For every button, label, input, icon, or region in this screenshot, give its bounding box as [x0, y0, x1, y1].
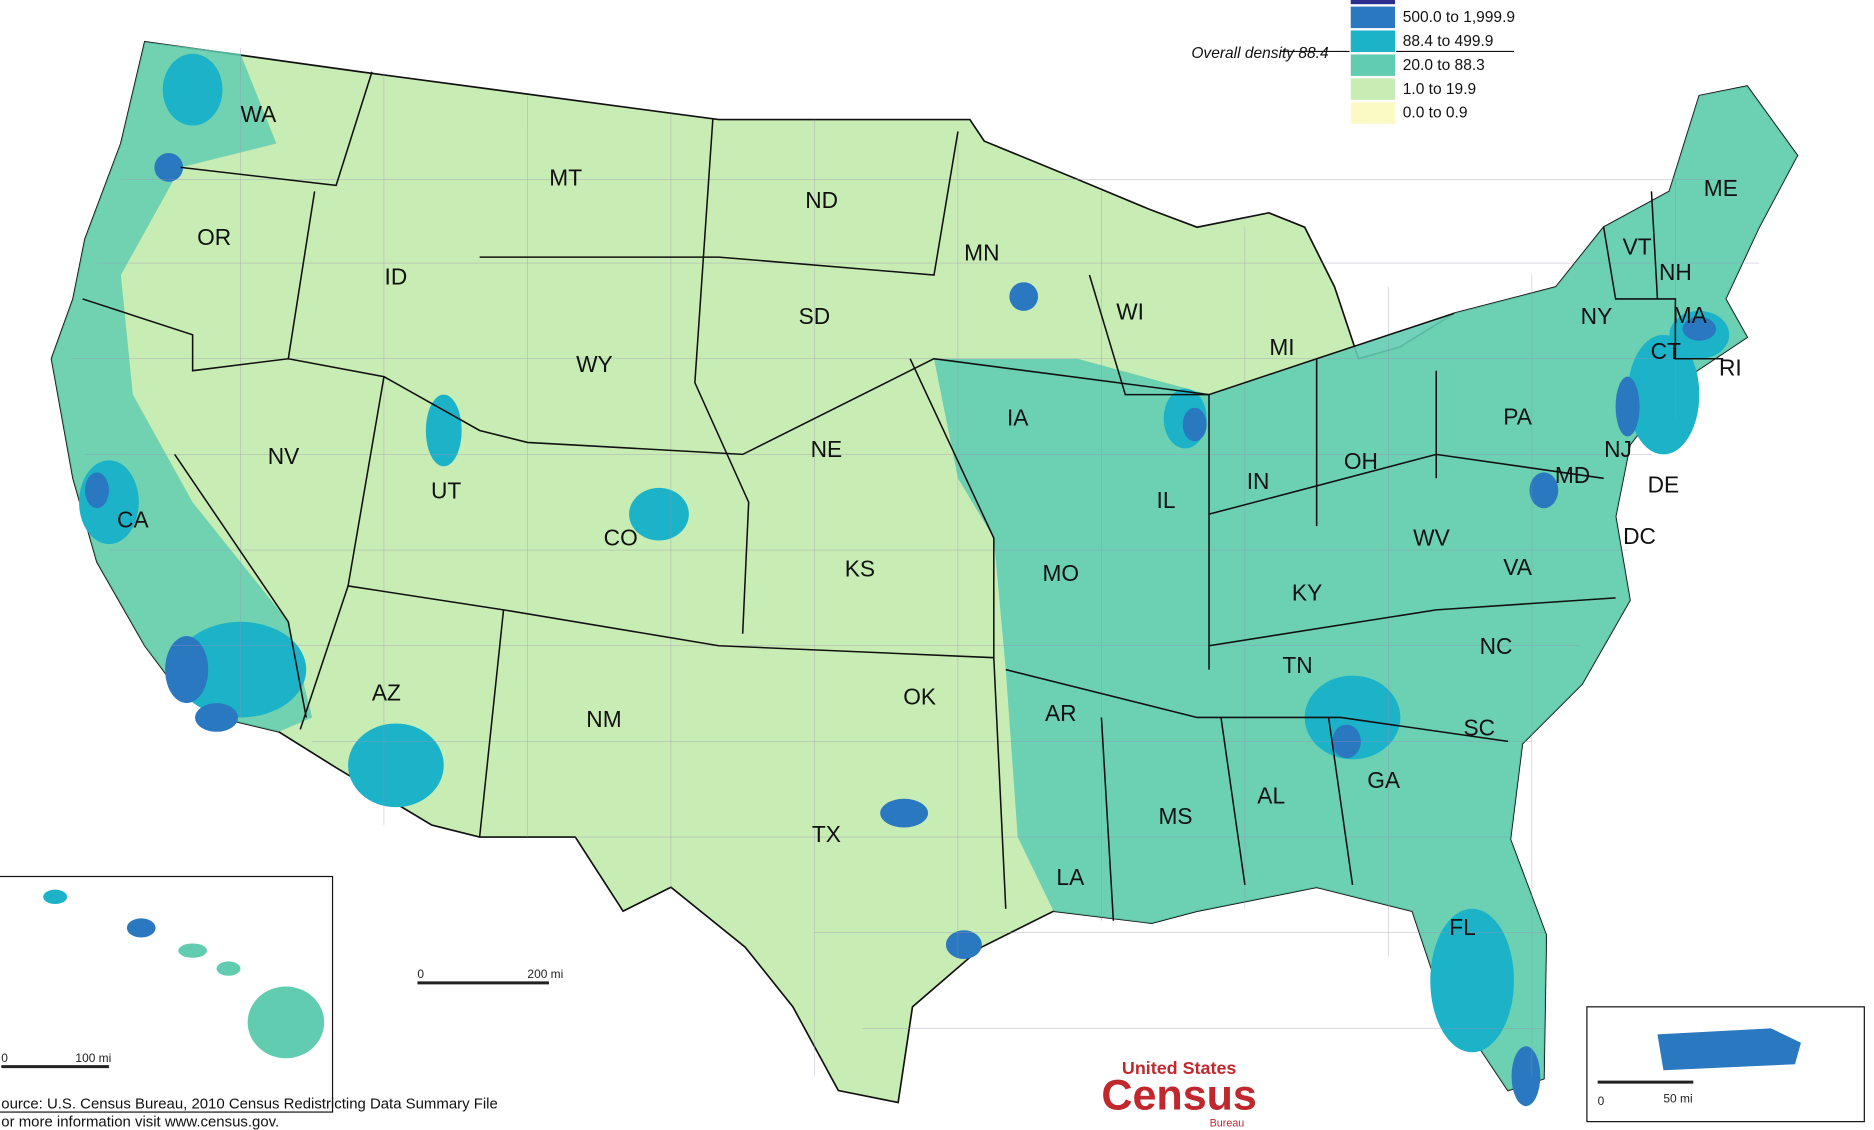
- state-label: TX: [812, 821, 841, 847]
- state-label: FL: [1449, 914, 1475, 940]
- state-label: SC: [1464, 714, 1496, 740]
- state-label: AR: [1045, 700, 1077, 726]
- state-label: AZ: [372, 680, 401, 706]
- state-label: WY: [576, 351, 613, 377]
- scale-bar: 0 200 mi: [417, 967, 563, 985]
- state-label: CO: [604, 524, 638, 550]
- state-label: PA: [1503, 404, 1532, 430]
- state-label: MN: [964, 240, 999, 266]
- western-coast: [51, 41, 313, 732]
- scale-label: 100 mi: [75, 1051, 111, 1065]
- legend-label: 500.0 to 1,999.9: [1403, 9, 1515, 26]
- state-label: OK: [903, 683, 936, 709]
- source-line: or more information visit www.census.gov…: [1, 1113, 279, 1130]
- state-label: ID: [385, 264, 408, 290]
- state-label: VA: [1503, 554, 1532, 580]
- state-label: DC: [1623, 523, 1656, 549]
- state-label: RI: [1719, 354, 1742, 380]
- very-dense-areas: [85, 153, 1717, 1107]
- puerto-rico-inset: 0 50 mi: [1586, 1006, 1865, 1123]
- source: ource: U.S. Census Bureau, 2010 Census R…: [1, 1095, 497, 1130]
- state-label: MD: [1555, 462, 1590, 488]
- state-label: WV: [1413, 524, 1450, 550]
- state-label: KY: [1292, 579, 1322, 605]
- state-labels: WA OR CA ID NV MT WY UT AZ CO NM ND SD NE KS OK TX MN IA MO…: [117, 101, 1833, 1110]
- us-map: [50, 40, 1799, 1107]
- legend-swatch: [1349, 29, 1397, 54]
- overall-density: Overall density 88.4: [1191, 45, 1329, 62]
- state-label: WI: [1116, 298, 1144, 324]
- state-label: OR: [197, 224, 231, 250]
- census-logo: United States Census Bureau: [1101, 1058, 1256, 1130]
- state-label: MT: [549, 164, 582, 190]
- state-label: NY: [1581, 303, 1613, 329]
- state-label: WA: [241, 101, 278, 127]
- scale-label: 50 mi: [1663, 1091, 1692, 1105]
- state-label: DE: [1648, 472, 1680, 498]
- state-label: KS: [845, 555, 875, 581]
- scale-label: 0: [1, 1051, 8, 1065]
- scale-label: 0: [417, 967, 424, 981]
- state-label: OH: [1344, 448, 1378, 474]
- state-label: NH: [1659, 259, 1692, 285]
- state-label: IN: [1247, 468, 1270, 494]
- state-label: NC: [1480, 633, 1513, 659]
- hawaii-inset: 0 100 mi: [0, 875, 334, 1113]
- state-label: IL: [1157, 487, 1176, 513]
- state-label: CA: [117, 506, 149, 532]
- state-label: SD: [799, 303, 831, 329]
- legend-swatch: [1349, 53, 1397, 78]
- legend-swatch-top: [1349, 0, 1397, 6]
- legend-label: 0.0 to 0.9: [1403, 105, 1468, 122]
- state-label: IA: [1007, 405, 1029, 431]
- state-label: MO: [1042, 560, 1079, 586]
- state-borders: [82, 71, 1724, 921]
- source-line: ource: U.S. Census Bureau, 2010 Census R…: [1, 1095, 497, 1112]
- dense-areas: [79, 53, 1730, 1053]
- scale-label: 0: [1598, 1094, 1605, 1108]
- state-label: ND: [805, 187, 838, 213]
- state-label: TN: [1282, 652, 1312, 678]
- state-label: NM: [586, 706, 621, 732]
- state-label: VT: [1623, 234, 1652, 260]
- legend-swatch: [1349, 101, 1397, 125]
- state-label: MA: [1673, 302, 1708, 328]
- legend-label: 1.0 to 19.9: [1403, 81, 1476, 98]
- logo-name: Census: [1101, 1072, 1256, 1120]
- legend: Overall density 88.4 500.0 to 1,999.9 88.…: [1191, 0, 1515, 125]
- state-label: NJ: [1604, 436, 1632, 462]
- state-label: AL: [1257, 783, 1285, 809]
- state-label: UT: [431, 478, 461, 504]
- legend-swatch: [1349, 5, 1397, 30]
- logo-top: United States: [1122, 1058, 1237, 1078]
- state-label: NV: [268, 443, 300, 469]
- county-lines: [73, 47, 1760, 1077]
- state-label: GA: [1367, 767, 1401, 793]
- state-label: LA: [1056, 864, 1085, 890]
- legend-label: 20.0 to 88.3: [1403, 57, 1485, 74]
- legend-label: 88.4 to 499.9: [1403, 33, 1494, 50]
- state-label: NE: [811, 436, 843, 462]
- state-label: MI: [1269, 334, 1294, 360]
- eastern-region: [934, 86, 1798, 1091]
- state-label: MS: [1159, 803, 1193, 829]
- state-label: CT: [1651, 338, 1681, 364]
- logo-bottom: Bureau: [1210, 1117, 1245, 1129]
- legend-swatch: [1349, 77, 1397, 102]
- scale-label: 200 mi: [527, 967, 563, 981]
- state-label: ME: [1704, 175, 1738, 201]
